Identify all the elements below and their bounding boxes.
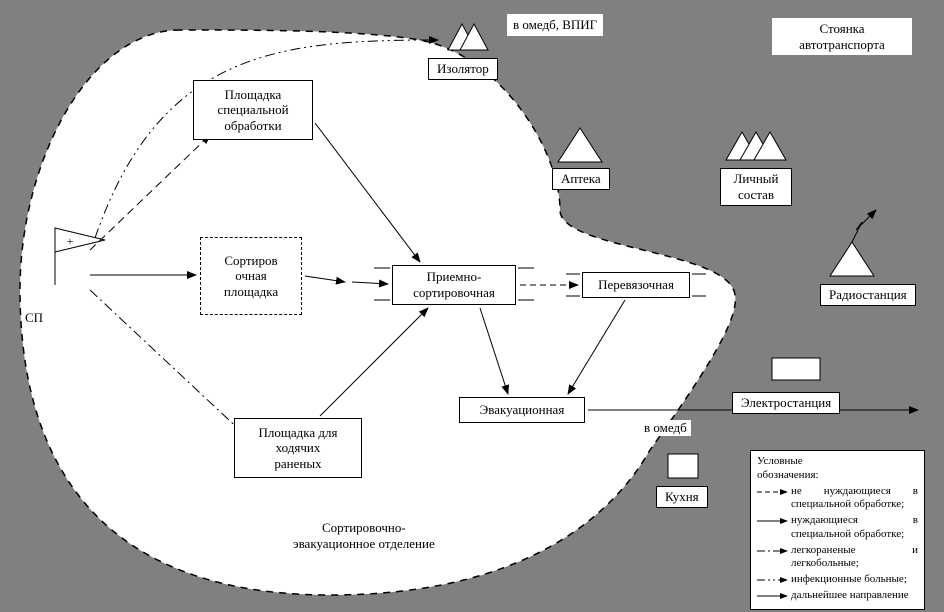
sp-label: СП [25,310,43,326]
personnel-icon [726,132,786,160]
parking-label: Стоянкаавтотранспорта [772,18,912,55]
boundary-blob [20,30,735,595]
isolator-icon [448,24,488,50]
node-evacuation: Эвакуационная [459,397,585,423]
section-label: Сортировочно-эвакуационное отделение [293,520,435,552]
legend-row: не нуждающиеся в специальной обработке; [757,485,918,513]
legend-text: легкораненые и легкобольные; [791,544,918,572]
node-dressing: Перевязочная [582,272,690,298]
edge-special-reception [315,123,420,262]
radio-label: Радиостанция [820,284,916,306]
radio-icon [830,210,876,276]
kitchen-icon [668,454,698,478]
omedb-out-label: в омедб [640,420,691,436]
isolator-label: Изолятор [428,58,498,80]
legend-text: не нуждающиеся в специальной обработке; [791,485,918,513]
pharmacy-icon [558,128,602,162]
node-label: Сортировочнаяплощадка [224,253,278,300]
node-reception-sorting: Приемно-сортировочная [392,265,516,305]
kitchen-label: Кухня [656,486,708,508]
edge-walking-reception [320,308,428,416]
power-label: Электростанция [732,392,840,414]
legend-text: инфекционные больные; [791,573,918,587]
edge-sorting-reception-a [305,276,345,282]
node-label: Перевязочная [598,277,674,293]
edge-dressing-evac [568,300,625,394]
omedb-vpig-label: в омедб, ВПИГ [507,14,603,36]
legend-title: Условныеобозначения: [757,455,918,483]
power-icon [772,358,820,380]
node-label: Площадка дляходячихраненых [259,425,338,472]
legend-text: нуждающиеся в специальной обработке; [791,514,918,542]
sp-flag: + [55,228,105,285]
node-walking-wounded: Площадка дляходячихраненых [234,418,362,478]
node-special-processing: Площадкаспециальнойобработки [193,80,313,140]
node-label: Площадкаспециальнойобработки [217,87,288,134]
node-label: Приемно-сортировочная [413,269,495,300]
edge-sorting-reception-b [352,282,388,284]
legend-text: дальнейшее направление [791,589,918,603]
legend-row: нуждающиеся в специальной обработке; [757,514,918,542]
node-sorting-area: Сортировочнаяплощадка [200,237,302,315]
svg-text:+: + [67,234,74,248]
edge-sp-special [90,135,210,250]
node-label: Эвакуационная [480,402,565,418]
edge-reception-evac [480,308,508,394]
legend-row: инфекционные больные; [757,573,918,587]
personnel-label: Личныйсостав [720,168,792,206]
legend-row: дальнейшее направление [757,589,918,603]
pharmacy-label: Аптека [552,168,610,190]
legend-row: легкораненые и легкобольные; [757,544,918,572]
legend: Условныеобозначения: не нуждающиеся в сп… [750,450,925,610]
